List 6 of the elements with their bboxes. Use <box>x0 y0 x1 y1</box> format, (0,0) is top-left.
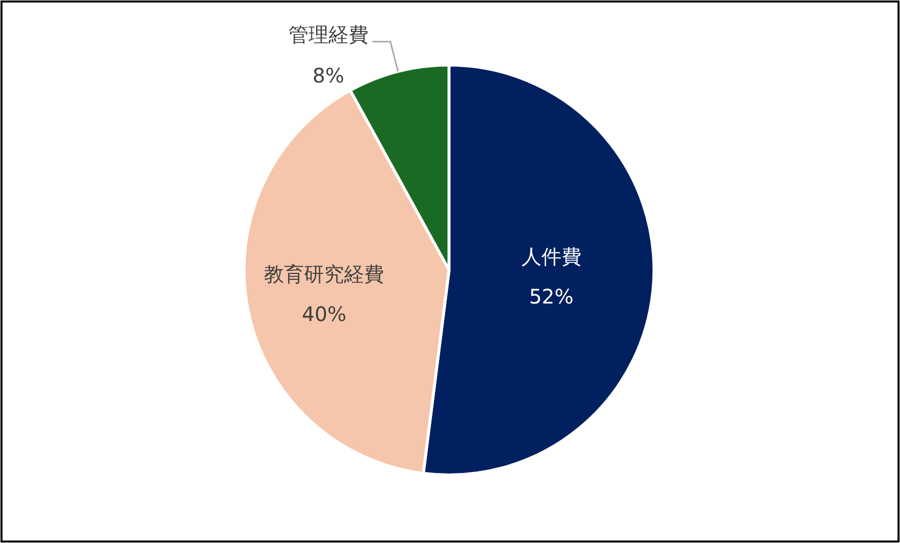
data-label: 8% <box>312 64 344 88</box>
data-label: 40% <box>302 302 346 326</box>
slice-label: 人件費 <box>521 244 582 268</box>
slice-label: 管理経費 <box>288 22 368 47</box>
slice-label: 教育研究経費 <box>264 262 384 286</box>
data-label: 52% <box>529 284 574 308</box>
